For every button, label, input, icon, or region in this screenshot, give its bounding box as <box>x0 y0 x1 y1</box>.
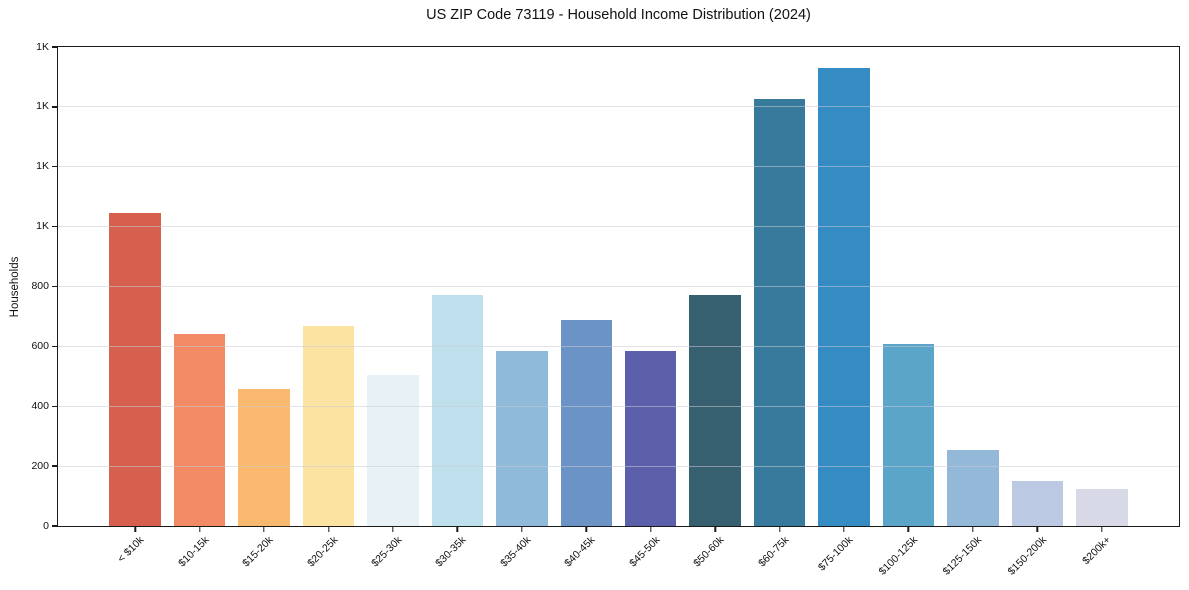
y-tick-label: 0 <box>43 519 49 532</box>
bar-$30-35k <box>431 295 484 526</box>
bar-slot <box>876 47 940 526</box>
y-tick-mark <box>52 525 57 527</box>
y-tick-label: 600 <box>31 339 49 352</box>
x-tick-mark <box>585 527 587 532</box>
bar-slot <box>1005 47 1069 526</box>
bar-$50-60k <box>689 295 741 526</box>
bar-$10-15k <box>173 334 226 526</box>
x-tick-mark <box>714 527 716 532</box>
bar-$15-20k <box>238 389 290 526</box>
bar-slot <box>619 47 683 526</box>
x-tick-mark <box>907 527 910 532</box>
x-tick-label: $200k+ <box>1080 534 1114 568</box>
bar-$125-150k <box>947 450 999 526</box>
x-tick-label: $30-35k <box>433 534 469 570</box>
y-tick-mark <box>52 405 57 407</box>
x-tick-label: $20-25k <box>304 534 341 570</box>
bar-slot <box>747 47 811 526</box>
x-tick-mark <box>972 527 974 532</box>
x-tick-label: $25-30k <box>369 534 405 570</box>
y-tick-label: 1K <box>36 160 49 173</box>
y-tick-mark <box>52 225 57 228</box>
x-tick-mark <box>650 527 652 532</box>
plot-area: 0 200 400 600 800 1K 1K 1K 1K < $10k $10-15k $15-20… <box>31 41 1180 578</box>
y-tick-label: 1K <box>36 220 49 233</box>
x-tick-label: $125-150k <box>940 534 985 578</box>
y-axis-label: Households <box>9 256 21 318</box>
bar-$35-40k <box>496 350 548 526</box>
x-tick-label: $50-60k <box>691 534 727 570</box>
x-tick-mark <box>327 527 330 532</box>
x-tick-label: $75-100k <box>816 534 856 574</box>
bar-$150-200k <box>1011 481 1064 526</box>
bar-slot <box>554 47 618 526</box>
x-tick-label: $60-75k <box>755 534 792 570</box>
bar-$75-100k <box>818 67 870 526</box>
y-tick-label: 800 <box>31 280 49 292</box>
y-tick-label: 400 <box>31 399 49 412</box>
y-tick-mark <box>52 345 57 348</box>
bar-slot <box>683 47 747 526</box>
x-tick-mark <box>1036 527 1039 532</box>
y-tick-mark <box>52 285 57 288</box>
x-tick-mark <box>263 527 265 532</box>
x-tick-label: $150-200k <box>1005 534 1049 578</box>
x-tick-label: $35-40k <box>498 534 534 570</box>
bar-slot <box>490 47 554 526</box>
x-tick-mark <box>134 527 136 532</box>
bar-slot <box>232 47 296 526</box>
y-tick-mark <box>52 106 57 108</box>
bar-$40-45k <box>560 320 613 526</box>
y-tick-label: 1K <box>36 40 49 53</box>
x-tick-mark <box>778 527 781 532</box>
y-tick-mark <box>52 166 57 168</box>
y-tick-mark <box>52 465 57 467</box>
bar-$20-25k <box>302 326 355 526</box>
x-tick-label: $45-50k <box>626 534 663 570</box>
bar-slot <box>361 47 425 526</box>
bar-slot <box>1070 47 1134 526</box>
y-tick-mark <box>52 46 57 48</box>
bar-slot <box>425 47 489 526</box>
bar-slot <box>167 47 231 526</box>
bar-slot <box>103 47 167 526</box>
x-tick-mark <box>198 527 201 532</box>
bar-slot <box>296 47 360 526</box>
x-tick-mark <box>521 527 523 532</box>
x-tick-label: $40-45k <box>562 534 598 570</box>
bar-$25-30k <box>367 374 419 526</box>
x-tick-mark <box>456 527 459 532</box>
bar-< $10k <box>109 213 161 526</box>
x-tick-label: $10-15k <box>175 534 212 570</box>
x-tick-mark <box>1101 527 1103 532</box>
bar-slot <box>812 47 876 526</box>
x-tick-mark <box>392 527 394 532</box>
bars-container <box>58 47 1179 526</box>
bar-$60-75k <box>753 99 806 526</box>
x-tick-label: $100-125k <box>876 534 920 578</box>
bar-$200k+ <box>1076 489 1128 526</box>
bar-$100-125k <box>882 343 935 526</box>
y-tick-label: 200 <box>31 459 49 472</box>
bar-$45-50k <box>624 350 677 526</box>
bar-slot <box>941 47 1005 526</box>
y-tick-label: 1K <box>36 100 49 113</box>
x-tick-label: $15-20k <box>240 534 276 570</box>
x-tick-label: < $10k <box>115 534 147 565</box>
chart-title: US ZIP Code 73119 - Household Income Dis… <box>426 7 811 23</box>
x-tick-mark <box>843 527 845 532</box>
